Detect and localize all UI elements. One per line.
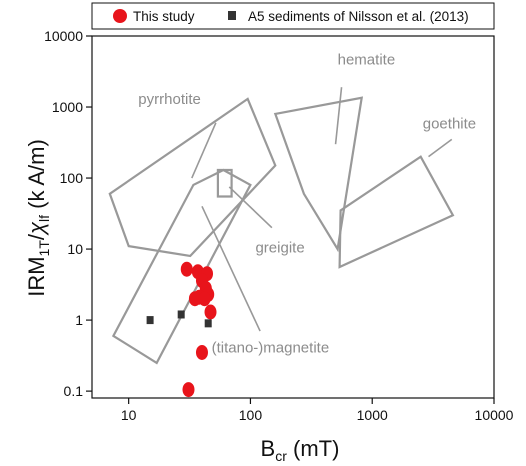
point-this-study-10 <box>195 344 208 360</box>
y-tick-label-2: 10 <box>67 241 83 257</box>
x-tick-label-1: 100 <box>239 407 263 423</box>
region-leader-goethite <box>428 138 453 158</box>
legend: This study A5 sediments of Nilsson et al… <box>91 2 495 30</box>
region-label-greigite: greigite <box>255 239 304 256</box>
region-layer: pyrrhotite hematite goethite greigite (titan… <box>108 51 476 365</box>
tick-layer: 10 100 1000 10000 0.1 1 10 100 1000 10000 <box>44 28 514 423</box>
region-leader-hematite <box>334 87 343 145</box>
y-tick-label-1: 1 <box>75 312 83 328</box>
point-layer <box>146 261 217 398</box>
point-this-study-11 <box>182 382 195 398</box>
legend-label-this-study: This study <box>133 9 195 24</box>
legend-box <box>91 2 495 30</box>
region-leader-pyrrhotite <box>191 122 217 179</box>
region-leader-titano-magnetite <box>201 205 261 332</box>
point-this-study-8 <box>198 291 211 307</box>
region-label-pyrrhotite: pyrrhotite <box>138 91 201 108</box>
y-tick-label-4: 1000 <box>52 99 83 115</box>
point-this-study-9 <box>204 304 217 320</box>
point-a5-sediments-of-nilsson-et-al-2013-2 <box>204 319 212 328</box>
legend-label-nilsson: A5 sediments of Nilsson et al. (2013) <box>248 9 469 24</box>
y-tick-label-5: 10000 <box>44 28 83 44</box>
x-axis-label: Bcr (mT) <box>261 436 340 464</box>
legend-marker-this-study <box>113 9 127 23</box>
point-this-study-0 <box>180 261 193 277</box>
svg-text:Bcr (mT): Bcr (mT) <box>261 436 340 464</box>
region-goethite <box>338 155 455 269</box>
plot-frame <box>91 35 495 399</box>
point-this-study-7 <box>188 291 201 307</box>
region-hematite <box>273 96 364 253</box>
x-tick-label-2: 1000 <box>357 407 388 423</box>
point-a5-sediments-of-nilsson-et-al-2013-0 <box>146 316 154 325</box>
y-tick-label-3: 100 <box>60 170 84 186</box>
point-a5-sediments-of-nilsson-et-al-2013-1 <box>177 310 185 319</box>
svg-text:IRM1T/χlf (k A/m): IRM1T/χlf (k A/m) <box>24 139 52 297</box>
region-leader-greigite <box>228 186 273 229</box>
region-label-titano-magnetite: (titano-)magnetite <box>212 339 330 356</box>
legend-marker-nilsson <box>228 11 236 20</box>
region-label-hematite: hematite <box>338 51 396 68</box>
y-axis-label: IRM1T/χlf (k A/m) <box>24 139 52 297</box>
region-label-goethite: goethite <box>423 115 476 132</box>
x-tick-label-3: 10000 <box>475 407 514 423</box>
region-pyrrhotite <box>108 97 277 258</box>
x-tick-label-0: 10 <box>121 407 137 423</box>
region-titano-magnetite <box>111 168 252 365</box>
region-greigite <box>216 168 233 198</box>
y-tick-label-0: 0.1 <box>64 383 84 399</box>
